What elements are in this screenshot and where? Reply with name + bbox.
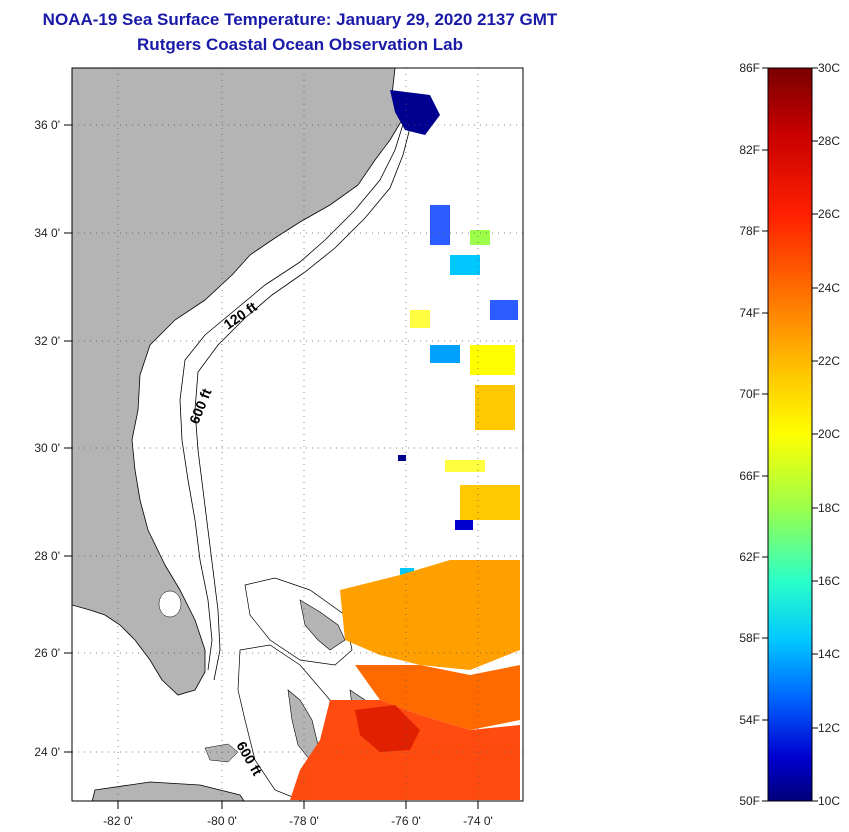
colorbar-f-label: 58F	[739, 631, 760, 645]
colorbar-f-label: 70F	[739, 387, 760, 401]
map-grid	[72, 68, 523, 801]
colorbar-c-label: 30C	[818, 61, 840, 75]
lon-label: -78 0'	[289, 814, 319, 828]
colorbar-c-label: 12C	[818, 721, 840, 735]
colorbar-c-label: 26C	[818, 207, 840, 221]
colorbar-c-label: 16C	[818, 574, 840, 588]
land-cuba	[91, 781, 245, 801]
land-us-coast	[72, 68, 406, 696]
colorbar-c-label: 24C	[818, 281, 840, 295]
colorbar-c-label: 22C	[818, 354, 840, 368]
map-frame	[71, 67, 524, 802]
lat-label: 26 0'	[34, 646, 60, 660]
colorbar-f-label: 62F	[739, 550, 760, 564]
colorbar-f-label: 82F	[739, 143, 760, 157]
colorbar-f-label: 78F	[739, 224, 760, 238]
colorbar-f-label: 74F	[739, 306, 760, 320]
colorbar-c-label: 28C	[818, 134, 840, 148]
lat-label: 32 0'	[34, 334, 60, 348]
map-title: NOAA-19 Sea Surface Temperature: January…	[42, 10, 558, 29]
lat-label: 28 0'	[34, 549, 60, 563]
colorbar-f-label: 54F	[739, 713, 760, 727]
colorbar-c-label: 10C	[818, 794, 840, 808]
colorbar-c-label: 20C	[818, 427, 840, 441]
lon-label: -74 0'	[463, 814, 493, 828]
colorbar-c-label: 14C	[818, 647, 840, 661]
colorbar-c-label: 18C	[818, 501, 840, 515]
colorbar-f-label: 50F	[739, 794, 760, 808]
contour-bahamas	[244, 577, 353, 666]
lat-label: 24 0'	[34, 745, 60, 759]
contour-600ft	[194, 119, 413, 681]
map-ticks	[64, 124, 479, 809]
lat-label: 34 0'	[34, 226, 60, 240]
colorbar-f-label: 86F	[739, 61, 760, 75]
land-keys	[204, 743, 239, 763]
lon-label: -82 0'	[103, 814, 133, 828]
sst-data-mild	[410, 310, 520, 520]
lat-label: 30 0'	[34, 441, 60, 455]
contour-120ft	[179, 117, 406, 671]
lat-label: 36 0'	[34, 118, 60, 132]
lon-label: -80 0'	[207, 814, 237, 828]
lon-label: -76 0'	[391, 814, 421, 828]
colorbar-f-label: 66F	[739, 469, 760, 483]
sst-data-warm	[290, 560, 520, 800]
colorbar	[767, 67, 813, 802]
colorbar-ticks	[762, 67, 818, 802]
sst-data-cold	[390, 90, 518, 576]
lake-okeechobee	[158, 590, 182, 618]
land-bahamas-1	[299, 599, 346, 651]
map-subtitle: Rutgers Coastal Ocean Observation Lab	[137, 35, 463, 54]
